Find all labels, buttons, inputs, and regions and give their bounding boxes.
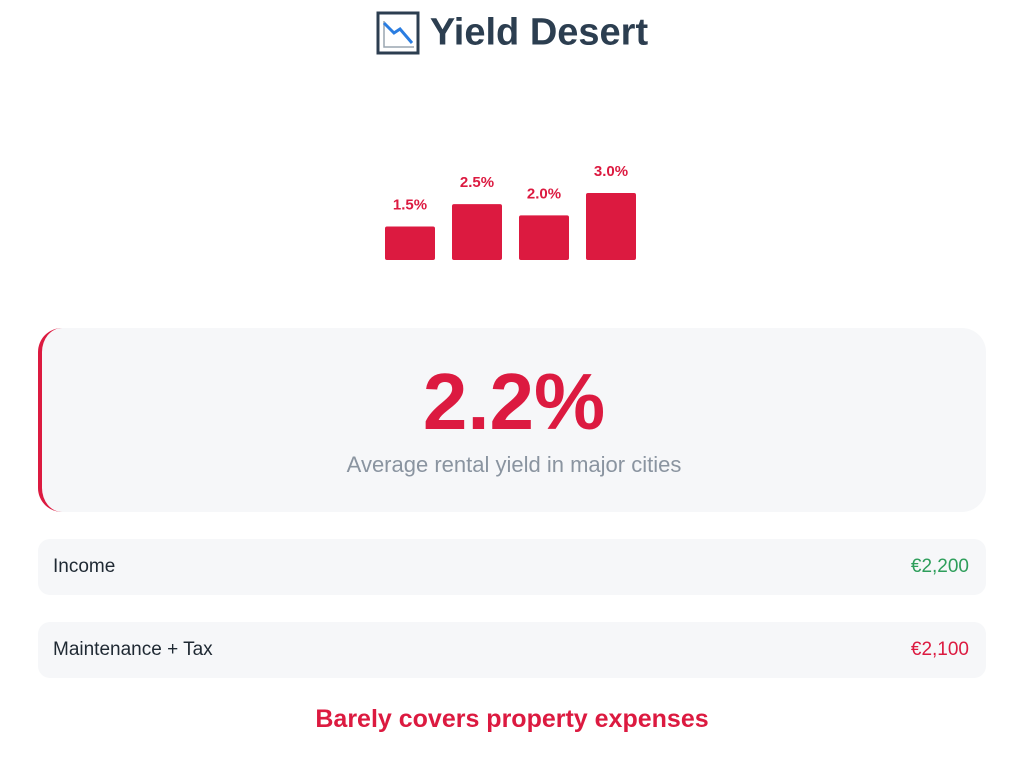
chart-icon	[376, 11, 420, 55]
row-amount: €2,100	[910, 639, 969, 660]
bar	[385, 226, 435, 260]
row: Maintenance + Tax €2,100	[38, 622, 986, 678]
bar-label: 3.0%	[594, 163, 628, 180]
highlight-caption: Average rental yield in major cities	[346, 452, 682, 477]
mini-chart: 1.5% 2.5% 2.0% 3.0%	[385, 163, 636, 260]
bar	[519, 215, 569, 260]
bar	[586, 193, 636, 260]
row-amount: €2,200	[910, 556, 969, 577]
highlight-card: 2.2% Average rental yield in major citie…	[38, 328, 986, 512]
bar-label: 2.5%	[460, 174, 494, 191]
bar-label: 2.0%	[527, 185, 561, 202]
title: Yield Desert	[429, 11, 649, 54]
row-label: Maintenance + Tax	[53, 639, 213, 660]
row-label: Income	[53, 556, 116, 577]
bar	[452, 204, 502, 260]
row: Income €2,200	[38, 539, 986, 595]
bar-label: 1.5%	[393, 197, 427, 214]
title-bar: Yield Desert	[0, 10, 1024, 55]
highlight-value: 2.2%	[422, 357, 606, 446]
footer-text: Barely covers property expenses	[315, 705, 709, 733]
